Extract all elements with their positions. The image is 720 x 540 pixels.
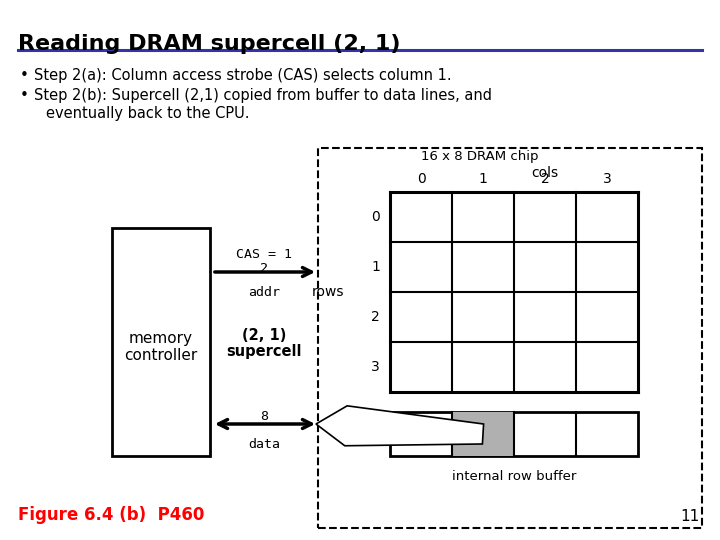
- Text: internal row buffer: internal row buffer: [452, 470, 576, 483]
- Text: Step 2(b): Supercell (2,1) copied from buffer to data lines, and: Step 2(b): Supercell (2,1) copied from b…: [34, 88, 492, 103]
- Bar: [318, 148, 702, 528]
- Text: •: •: [20, 88, 29, 103]
- Text: memory: memory: [129, 330, 193, 346]
- Text: Figure 6.4 (b)  P460: Figure 6.4 (b) P460: [18, 506, 204, 524]
- Text: Step 2(a): Column access strobe (CAS) selects column 1.: Step 2(a): Column access strobe (CAS) se…: [34, 68, 451, 83]
- Text: (2, 1): (2, 1): [242, 328, 286, 343]
- Text: CAS = 1: CAS = 1: [236, 248, 292, 261]
- Bar: [112, 228, 210, 456]
- Text: •: •: [20, 68, 29, 83]
- Text: Reading DRAM supercell (2, 1): Reading DRAM supercell (2, 1): [18, 34, 400, 54]
- Text: 0: 0: [417, 172, 426, 186]
- Text: eventually back to the CPU.: eventually back to the CPU.: [46, 106, 250, 121]
- Text: 16 x 8 DRAM chip: 16 x 8 DRAM chip: [420, 150, 538, 163]
- Text: 11: 11: [680, 509, 700, 524]
- Bar: [390, 412, 638, 456]
- Text: data: data: [248, 438, 280, 451]
- Text: supercell: supercell: [226, 344, 302, 359]
- Text: 8: 8: [260, 410, 268, 423]
- Text: 1: 1: [371, 260, 380, 274]
- Text: 2: 2: [541, 172, 549, 186]
- Text: 1: 1: [479, 172, 487, 186]
- Text: rows: rows: [312, 285, 344, 299]
- Text: addr: addr: [248, 286, 280, 299]
- Text: 2: 2: [372, 310, 380, 324]
- Bar: [452, 412, 514, 456]
- Text: 2: 2: [260, 262, 268, 275]
- Text: 0: 0: [372, 210, 380, 224]
- Text: cols: cols: [531, 166, 559, 180]
- Polygon shape: [316, 406, 484, 445]
- Text: 3: 3: [372, 360, 380, 374]
- Text: controller: controller: [125, 348, 197, 363]
- Text: 3: 3: [603, 172, 611, 186]
